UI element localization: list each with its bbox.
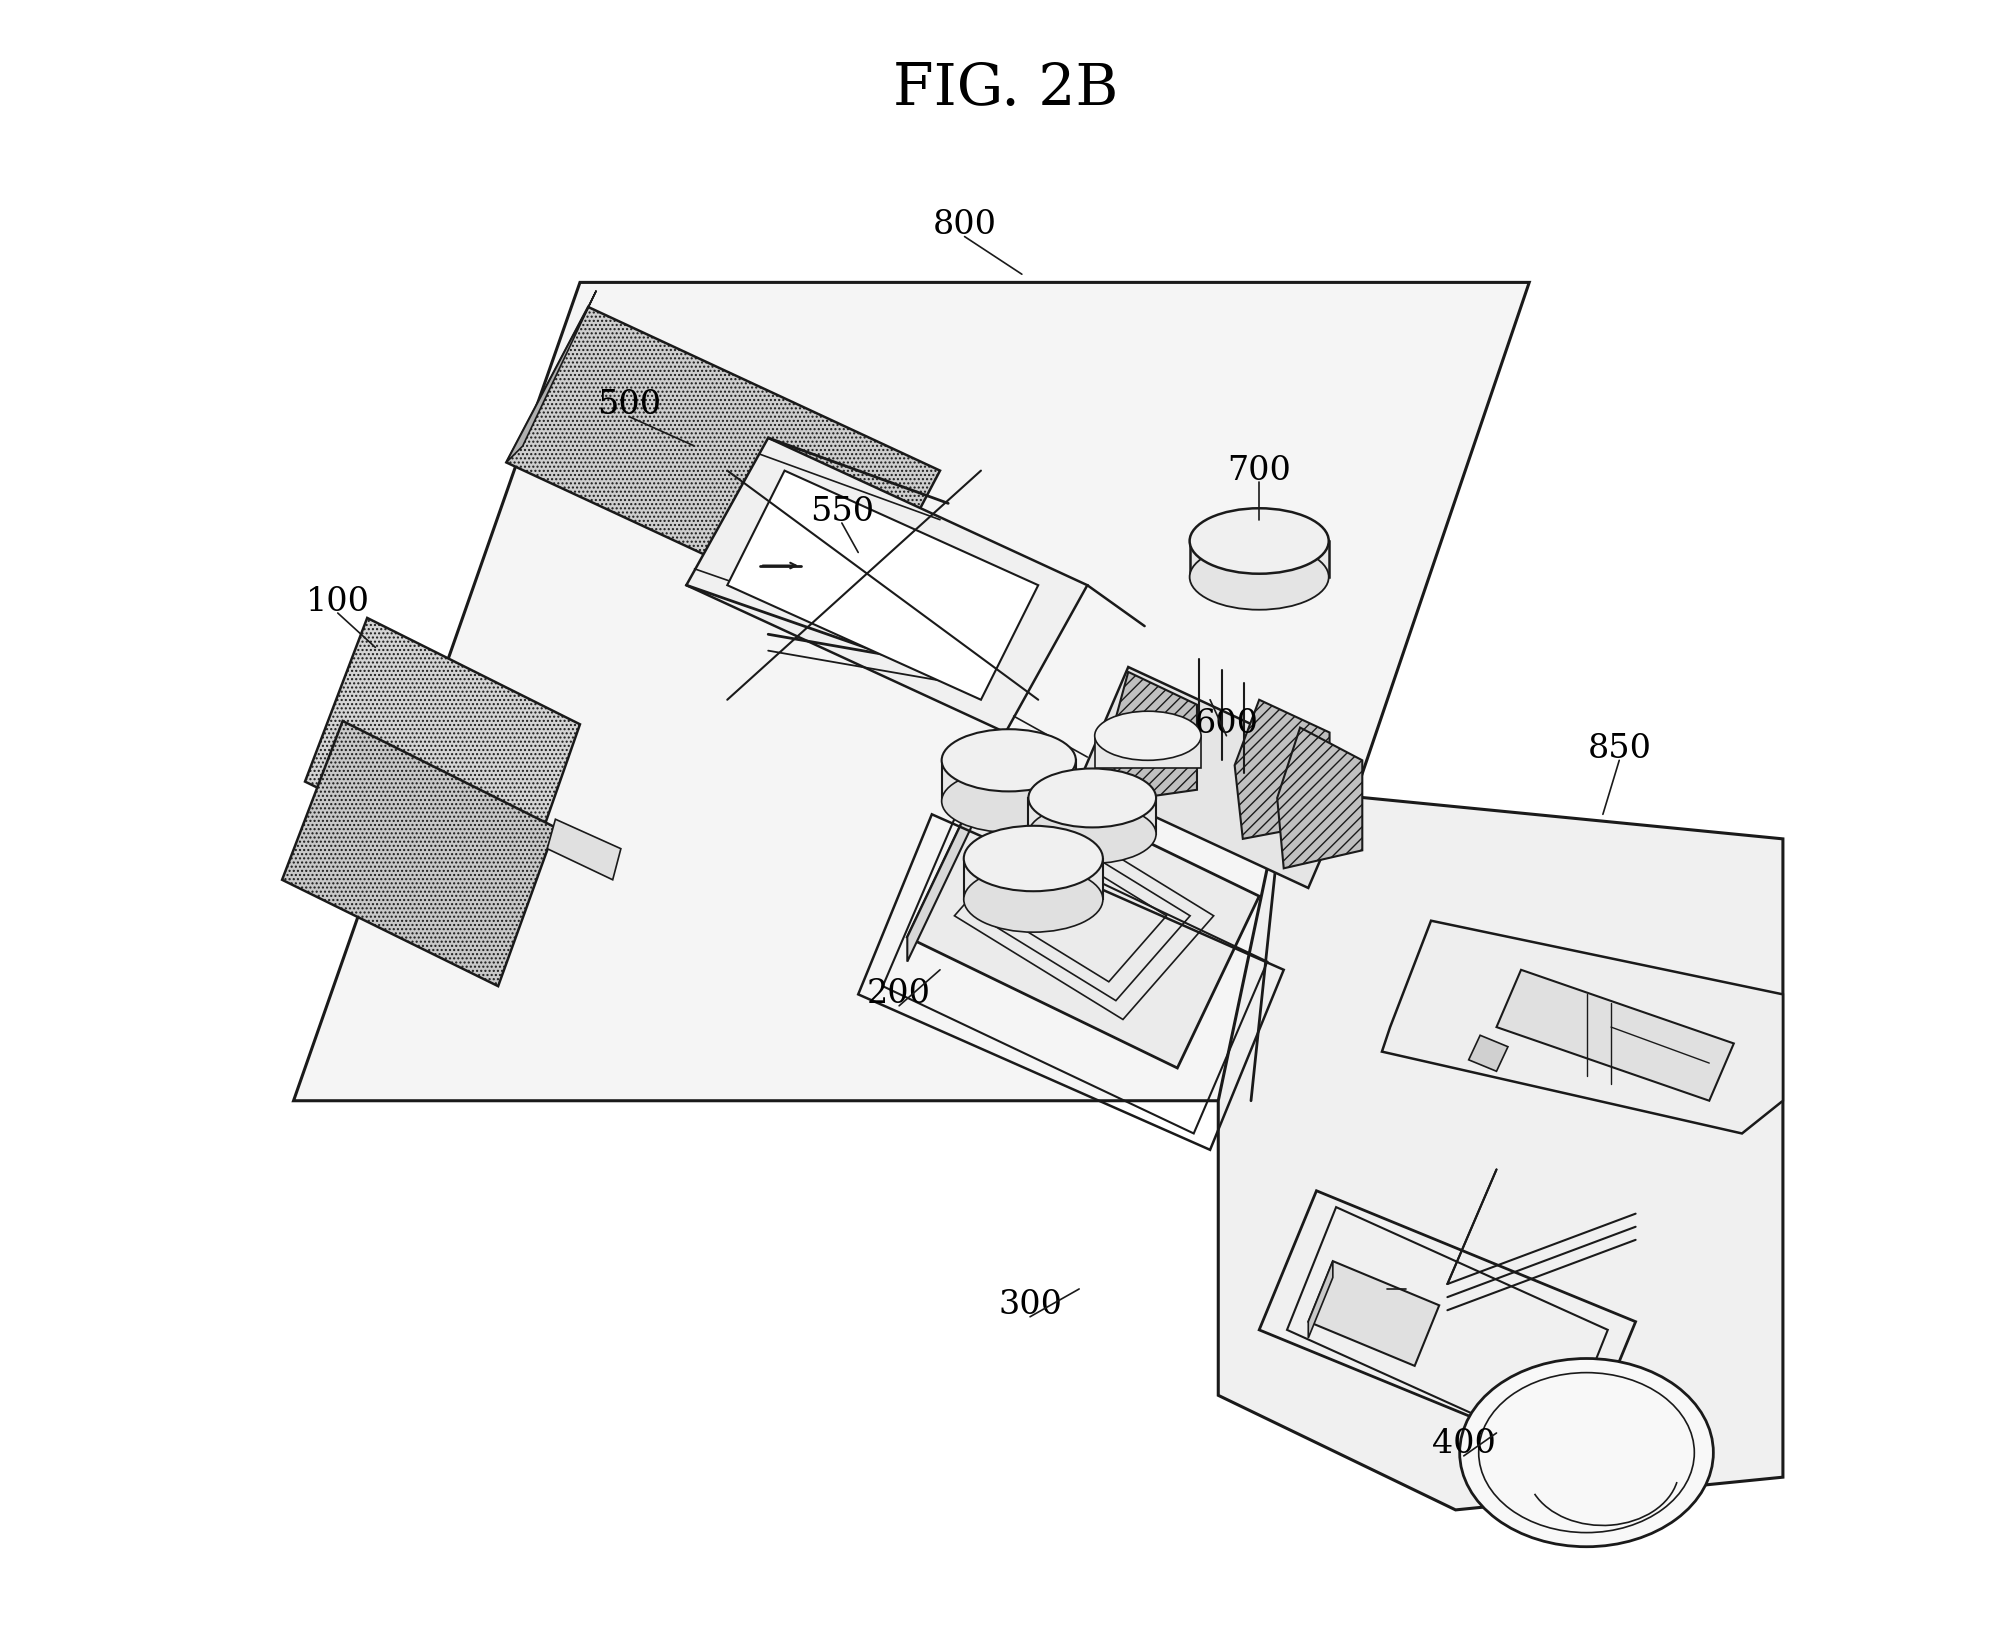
Ellipse shape	[1028, 804, 1156, 864]
Polygon shape	[941, 760, 1076, 801]
Polygon shape	[1191, 541, 1329, 577]
Text: 850: 850	[1587, 734, 1651, 765]
Polygon shape	[282, 721, 555, 985]
Text: 100: 100	[306, 586, 370, 617]
Polygon shape	[1235, 699, 1329, 839]
Text: 300: 300	[997, 1290, 1062, 1321]
Polygon shape	[907, 765, 1259, 1068]
Polygon shape	[1028, 798, 1156, 834]
Text: 400: 400	[1432, 1428, 1496, 1461]
Polygon shape	[294, 283, 1528, 1101]
Polygon shape	[1259, 1191, 1635, 1461]
Polygon shape	[907, 765, 989, 962]
Text: FIG. 2B: FIG. 2B	[893, 61, 1118, 117]
Ellipse shape	[1191, 544, 1329, 610]
Polygon shape	[963, 859, 1102, 900]
Text: 600: 600	[1195, 709, 1259, 740]
Polygon shape	[1094, 735, 1201, 768]
Text: 800: 800	[933, 209, 997, 242]
Text: 200: 200	[867, 979, 931, 1010]
Polygon shape	[507, 291, 597, 462]
Polygon shape	[547, 819, 621, 880]
Polygon shape	[1219, 790, 1784, 1510]
Text: 500: 500	[597, 390, 662, 421]
Polygon shape	[1382, 921, 1784, 1133]
Ellipse shape	[963, 867, 1102, 933]
Polygon shape	[1468, 1035, 1508, 1071]
Ellipse shape	[941, 729, 1076, 791]
Ellipse shape	[963, 826, 1102, 892]
Polygon shape	[1277, 727, 1361, 869]
Text: 550: 550	[810, 495, 875, 528]
Polygon shape	[686, 438, 1088, 732]
Polygon shape	[1309, 1262, 1333, 1337]
Polygon shape	[507, 308, 939, 627]
Polygon shape	[1496, 971, 1733, 1101]
Polygon shape	[306, 619, 579, 888]
Ellipse shape	[1460, 1359, 1713, 1546]
Polygon shape	[1309, 1262, 1440, 1365]
Text: 700: 700	[1227, 454, 1291, 487]
Ellipse shape	[941, 770, 1076, 832]
Polygon shape	[1080, 666, 1357, 888]
Ellipse shape	[1028, 768, 1156, 827]
Ellipse shape	[1191, 508, 1329, 574]
Polygon shape	[1112, 671, 1197, 801]
Polygon shape	[728, 470, 1038, 699]
Ellipse shape	[1094, 711, 1201, 760]
